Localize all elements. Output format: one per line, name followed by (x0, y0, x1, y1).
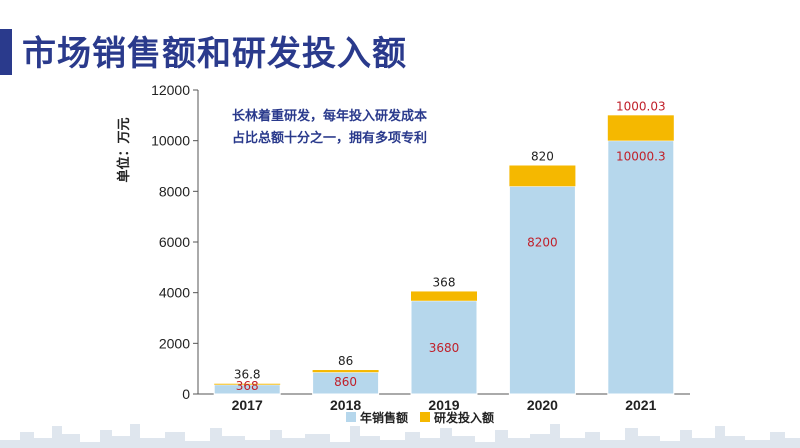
bar-rnd (607, 115, 674, 141)
y-tick-label: 0 (182, 386, 190, 402)
data-label-rnd: 86 (338, 354, 353, 368)
annotation-text: 占比总额十分之一，拥有多项专利 (232, 130, 427, 146)
bar-rnd (312, 370, 379, 373)
data-label-rnd: 368 (433, 275, 456, 289)
data-label-sales: 10000.3 (616, 150, 666, 164)
bar-sales (410, 300, 478, 395)
bar-sales (508, 185, 576, 395)
y-tick-label: 8000 (159, 183, 190, 199)
x-tick-label: 2019 (428, 397, 459, 413)
bar-rnd (214, 383, 281, 385)
legend-swatch-rnd (420, 412, 430, 422)
y-tick-label: 4000 (159, 285, 190, 301)
y-axis-label: 单位：万元 (116, 117, 132, 182)
legend-label-sales: 年销售额 (360, 410, 408, 425)
data-label-sales: 368 (236, 379, 259, 393)
page-title: 市场销售额和研发投入额 (22, 34, 407, 74)
legend-swatch-sales (346, 412, 356, 422)
x-tick-label: 2020 (527, 397, 558, 413)
title-accent-bar (0, 29, 12, 75)
data-label-rnd: 36.8 (234, 368, 261, 382)
x-tick-label: 2018 (330, 397, 361, 413)
x-tick-label: 2017 (232, 397, 263, 413)
bar-rnd (509, 165, 576, 187)
y-tick-label: 12000 (151, 82, 190, 98)
y-tick-label: 6000 (159, 234, 190, 250)
bar-sales (607, 140, 675, 395)
y-tick-label: 10000 (151, 133, 190, 149)
data-label-rnd: 1000.03 (616, 99, 666, 113)
annotation-text: 长林着重研发，每年投入研发成本 (232, 108, 427, 124)
data-label-sales: 3680 (429, 341, 460, 355)
legend-label-rnd: 研发投入额 (434, 410, 494, 425)
y-tick-label: 2000 (159, 335, 190, 351)
x-tick-label: 2021 (625, 397, 656, 413)
data-label-rnd: 820 (531, 149, 554, 163)
city-skyline-decoration (0, 424, 800, 448)
bar-rnd (411, 291, 477, 301)
data-label-sales: 8200 (527, 235, 558, 249)
data-label-sales: 860 (334, 375, 357, 389)
